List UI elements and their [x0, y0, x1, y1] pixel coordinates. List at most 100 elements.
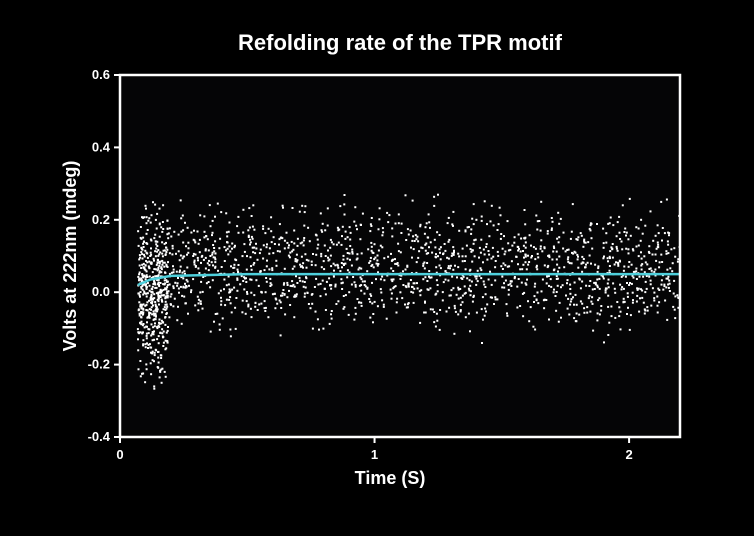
data-point: [148, 313, 151, 316]
data-point: [193, 259, 196, 262]
data-point: [470, 232, 473, 235]
data-point: [265, 280, 268, 283]
data-point: [598, 287, 601, 290]
data-point: [392, 270, 395, 272]
data-point: [276, 302, 279, 305]
data-point: [248, 226, 251, 229]
data-point: [236, 268, 239, 271]
data-point: [607, 286, 610, 289]
data-point: [433, 204, 436, 207]
data-point: [409, 229, 412, 232]
data-point: [447, 267, 450, 270]
data-point: [149, 312, 152, 315]
data-point: [145, 309, 148, 311]
data-point: [140, 280, 143, 283]
data-point: [196, 256, 199, 259]
data-point: [328, 277, 331, 280]
data-point: [170, 303, 172, 306]
data-point: [573, 303, 575, 306]
data-point: [510, 280, 513, 283]
data-point: [434, 255, 437, 258]
data-point: [204, 256, 207, 259]
data-point: [200, 261, 202, 264]
data-point: [438, 264, 441, 267]
data-point: [588, 254, 591, 257]
data-point: [143, 266, 146, 269]
data-point: [360, 284, 363, 287]
data-point: [256, 309, 259, 311]
data-point: [461, 294, 464, 297]
data-point: [607, 278, 610, 281]
data-point: [159, 251, 162, 254]
data-point: [229, 328, 232, 331]
data-point: [245, 300, 248, 303]
data-point: [321, 222, 324, 225]
data-point: [164, 316, 167, 319]
data-point: [620, 275, 623, 278]
data-point: [156, 310, 159, 313]
data-point: [156, 250, 159, 253]
data-point: [148, 289, 151, 292]
data-point: [606, 257, 609, 260]
data-point: [154, 240, 157, 243]
data-point: [449, 294, 452, 297]
data-point: [654, 234, 657, 237]
data-point: [197, 309, 200, 312]
data-point: [288, 256, 291, 259]
data-point: [303, 281, 306, 283]
data-point: [498, 206, 501, 209]
data-point: [377, 271, 379, 274]
data-point: [156, 240, 159, 243]
data-point: [351, 248, 354, 251]
data-point: [448, 306, 451, 309]
data-point: [144, 343, 147, 346]
data-point: [142, 343, 145, 346]
data-point: [493, 303, 495, 305]
data-point: [165, 279, 168, 282]
data-point: [636, 287, 639, 290]
data-point: [142, 331, 144, 334]
data-point: [168, 252, 171, 255]
data-point: [298, 276, 301, 279]
data-point: [543, 307, 546, 310]
data-point: [472, 242, 475, 245]
data-point: [140, 312, 143, 315]
data-point: [160, 294, 163, 297]
data-point: [447, 216, 450, 219]
data-point: [608, 265, 611, 267]
data-point: [142, 303, 145, 306]
data-point: [220, 303, 223, 306]
data-point: [489, 270, 491, 273]
data-point: [590, 300, 593, 303]
data-point: [142, 236, 145, 239]
data-point: [358, 301, 361, 304]
data-point: [161, 311, 164, 314]
data-point: [141, 248, 144, 251]
data-point: [390, 267, 393, 270]
data-point: [598, 277, 601, 280]
data-point: [658, 266, 661, 269]
data-point: [656, 224, 659, 227]
data-point: [501, 286, 504, 289]
data-point: [392, 287, 395, 290]
data-point: [162, 345, 165, 347]
data-point: [457, 313, 460, 316]
data-point: [287, 254, 290, 257]
data-point: [299, 279, 302, 282]
data-point: [515, 255, 518, 258]
data-point: [550, 285, 553, 288]
data-point: [142, 246, 145, 248]
data-point: [153, 354, 156, 357]
data-point: [564, 250, 567, 253]
data-point: [399, 291, 402, 294]
data-point: [422, 262, 425, 265]
data-point: [569, 292, 572, 295]
data-point: [154, 322, 156, 325]
data-point: [193, 239, 196, 242]
data-point: [330, 310, 333, 312]
data-point: [666, 268, 669, 271]
data-point: [423, 261, 426, 264]
data-point: [583, 307, 586, 310]
data-point: [146, 256, 149, 259]
data-point: [553, 288, 555, 291]
